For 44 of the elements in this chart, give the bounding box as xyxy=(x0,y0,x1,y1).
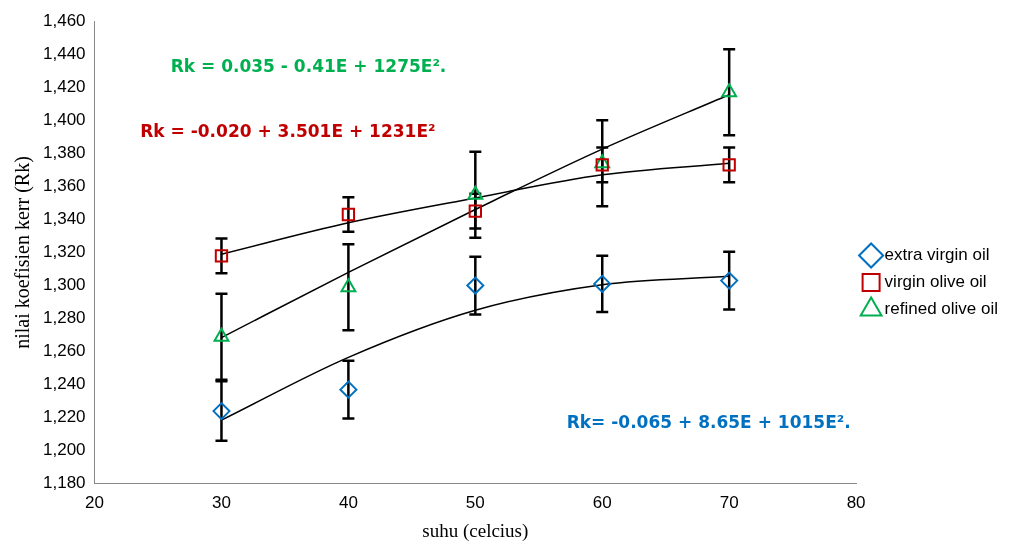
y-tick-label: 1,180 xyxy=(42,473,86,493)
x-tick-label: 30 xyxy=(212,492,231,512)
x-tick-label: 70 xyxy=(719,492,739,512)
y-tick-label: 1,200 xyxy=(42,440,86,460)
point xyxy=(466,276,485,295)
point xyxy=(468,204,482,218)
y-tick-label: 1,260 xyxy=(42,341,86,361)
y-tick-label: 1,300 xyxy=(42,275,86,295)
y-tick-label: 1,420 xyxy=(42,76,86,96)
point xyxy=(339,380,358,399)
x-tick-label: 40 xyxy=(338,492,358,512)
legend-label: refined olive oil xyxy=(884,299,999,319)
point xyxy=(467,185,484,200)
y-axis-title: nilai koefisien kerr (Rk) xyxy=(11,156,35,349)
point xyxy=(595,158,609,172)
x-tick-label: 20 xyxy=(85,492,104,512)
point xyxy=(720,271,739,290)
y-tick-label: 1,360 xyxy=(42,176,86,196)
point xyxy=(722,158,736,172)
x-tick-label: 60 xyxy=(592,492,612,512)
y-tick-label: 1,460 xyxy=(42,10,86,30)
x-tick-label: 80 xyxy=(846,492,866,512)
x-tick-label: 50 xyxy=(465,492,485,512)
y-tick-label: 1,340 xyxy=(42,209,86,229)
point xyxy=(340,278,357,293)
point xyxy=(721,83,738,98)
legend-label: virgin olive oil xyxy=(884,272,987,292)
y-tick-label: 1,380 xyxy=(42,143,86,163)
y-tick-label: 1,240 xyxy=(42,374,86,394)
annotation: Rk= -0.065 + 8.65E + 1015E². xyxy=(566,412,851,433)
annotation: Rk = 0.035 - 0.41E + 1275E². xyxy=(170,55,447,76)
y-tick-label: 1,440 xyxy=(42,43,86,63)
point xyxy=(341,207,356,222)
x-axis-title: suhu (celcius) xyxy=(422,519,529,542)
y-tick-label: 1,320 xyxy=(42,242,86,262)
y-tick-label: 1,220 xyxy=(42,407,86,427)
y-tick-label: 1,280 xyxy=(42,308,86,328)
legend-label: extra virgin oil xyxy=(884,245,990,265)
point xyxy=(212,402,231,421)
point xyxy=(594,154,611,169)
y-tick-label: 1,400 xyxy=(42,110,86,130)
point xyxy=(593,274,612,293)
point xyxy=(214,249,229,263)
annotation: Rk = -0.020 + 3.501E + 1231E² xyxy=(140,120,436,141)
